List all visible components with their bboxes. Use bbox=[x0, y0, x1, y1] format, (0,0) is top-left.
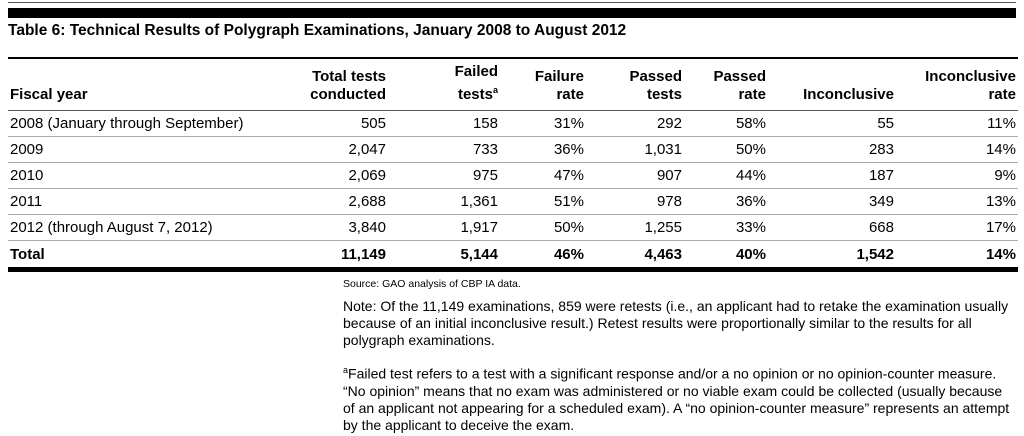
table-row: 2009 2,047 733 36% 1,031 50% 283 14% bbox=[8, 136, 1018, 163]
table-cell: 47% bbox=[500, 162, 586, 189]
header-passed-tests: Passed tests bbox=[629, 68, 682, 103]
table-cell: 349 bbox=[768, 188, 896, 215]
table-cell: 50% bbox=[500, 214, 586, 241]
top-bar bbox=[8, 8, 1016, 18]
table-cell: 46% bbox=[500, 240, 586, 272]
table-cell: 4,463 bbox=[586, 240, 684, 272]
table-cell: 3,840 bbox=[288, 214, 388, 241]
table-cell: 292 bbox=[586, 110, 684, 137]
header-failed-tests: Failed testsa bbox=[454, 63, 498, 103]
table-cell: 2011 bbox=[8, 188, 288, 215]
table-cell: 1,255 bbox=[586, 214, 684, 241]
table-cell: 907 bbox=[586, 162, 684, 189]
table-cell: 1,917 bbox=[388, 214, 500, 241]
top-rule bbox=[8, 2, 1016, 3]
source-note: Source: GAO analysis of CBP IA data. bbox=[343, 278, 521, 290]
table-cell: 2010 bbox=[8, 162, 288, 189]
table-cell: 50% bbox=[684, 136, 768, 163]
table-cell: 51% bbox=[500, 188, 586, 215]
table-cell: 11,149 bbox=[288, 240, 388, 272]
table-cell: 44% bbox=[684, 162, 768, 189]
table-cell: 5,144 bbox=[388, 240, 500, 272]
table-cell: Total bbox=[8, 240, 288, 272]
table-cell: 17% bbox=[896, 214, 1018, 241]
table-cell: 1,542 bbox=[768, 240, 896, 272]
footnote: aFailed test refers to a test with a sig… bbox=[343, 365, 1010, 433]
header-passed-rate: Passed rate bbox=[713, 68, 766, 103]
table-row: 2012 (through August 7, 2012) 3,840 1,917 5… bbox=[8, 214, 1018, 241]
table-cell: 9% bbox=[896, 162, 1018, 189]
table-cell: 11% bbox=[896, 110, 1018, 137]
header-inconclusive: Inconclusive bbox=[803, 86, 894, 103]
table-cell: 2012 (through August 7, 2012) bbox=[8, 214, 288, 241]
table-cell: 31% bbox=[500, 110, 586, 137]
header-inconclusive-rate: Inconclusive rate bbox=[925, 68, 1016, 103]
header-row: Fiscal year Total tests conducted Failed t… bbox=[8, 58, 1018, 111]
table-cell: 14% bbox=[896, 240, 1018, 272]
table-cell: 1,031 bbox=[586, 136, 684, 163]
table-cell: 36% bbox=[684, 188, 768, 215]
table-cell: 58% bbox=[684, 110, 768, 137]
table-cell: 1,361 bbox=[388, 188, 500, 215]
table-cell: 187 bbox=[768, 162, 896, 189]
table-title: Table 6: Technical Results of Polygraph … bbox=[8, 22, 627, 39]
table-row: 2008 (January through September) 505 158 31… bbox=[8, 110, 1018, 137]
table-cell: 36% bbox=[500, 136, 586, 163]
header-total-tests: Total tests conducted bbox=[310, 68, 386, 103]
table-row: 2010 2,069 975 47% 907 44% 187 9% bbox=[8, 162, 1018, 189]
total-row: Total 11,149 5,144 46% 4,463 40% 1,542 14% bbox=[8, 240, 1018, 272]
table-cell: 2008 (January through September) bbox=[8, 110, 288, 137]
table-cell: 975 bbox=[388, 162, 500, 189]
header-fiscal-year: Fiscal year bbox=[10, 86, 88, 103]
table-cell: 158 bbox=[388, 110, 500, 137]
table-cell: 283 bbox=[768, 136, 896, 163]
header-failure-rate: Failure rate bbox=[534, 68, 584, 103]
table-cell: 2,047 bbox=[288, 136, 388, 163]
table-cell: 505 bbox=[288, 110, 388, 137]
table-row: 2011 2,688 1,361 51% 978 36% 349 13% bbox=[8, 188, 1018, 215]
table-cell: 14% bbox=[896, 136, 1018, 163]
table-cell: 2,688 bbox=[288, 188, 388, 215]
table-cell: 733 bbox=[388, 136, 500, 163]
table-cell: 33% bbox=[684, 214, 768, 241]
table-note: Note: Of the 11,149 examinations, 859 we… bbox=[343, 298, 1009, 348]
results-table: Fiscal year Total tests conducted Failed t… bbox=[8, 57, 1018, 272]
table-cell: 2009 bbox=[8, 136, 288, 163]
table-cell: 40% bbox=[684, 240, 768, 272]
table-cell: 55 bbox=[768, 110, 896, 137]
table-cell: 978 bbox=[586, 188, 684, 215]
table-cell: 13% bbox=[896, 188, 1018, 215]
table-cell: 2,069 bbox=[288, 162, 388, 189]
table-cell: 668 bbox=[768, 214, 896, 241]
